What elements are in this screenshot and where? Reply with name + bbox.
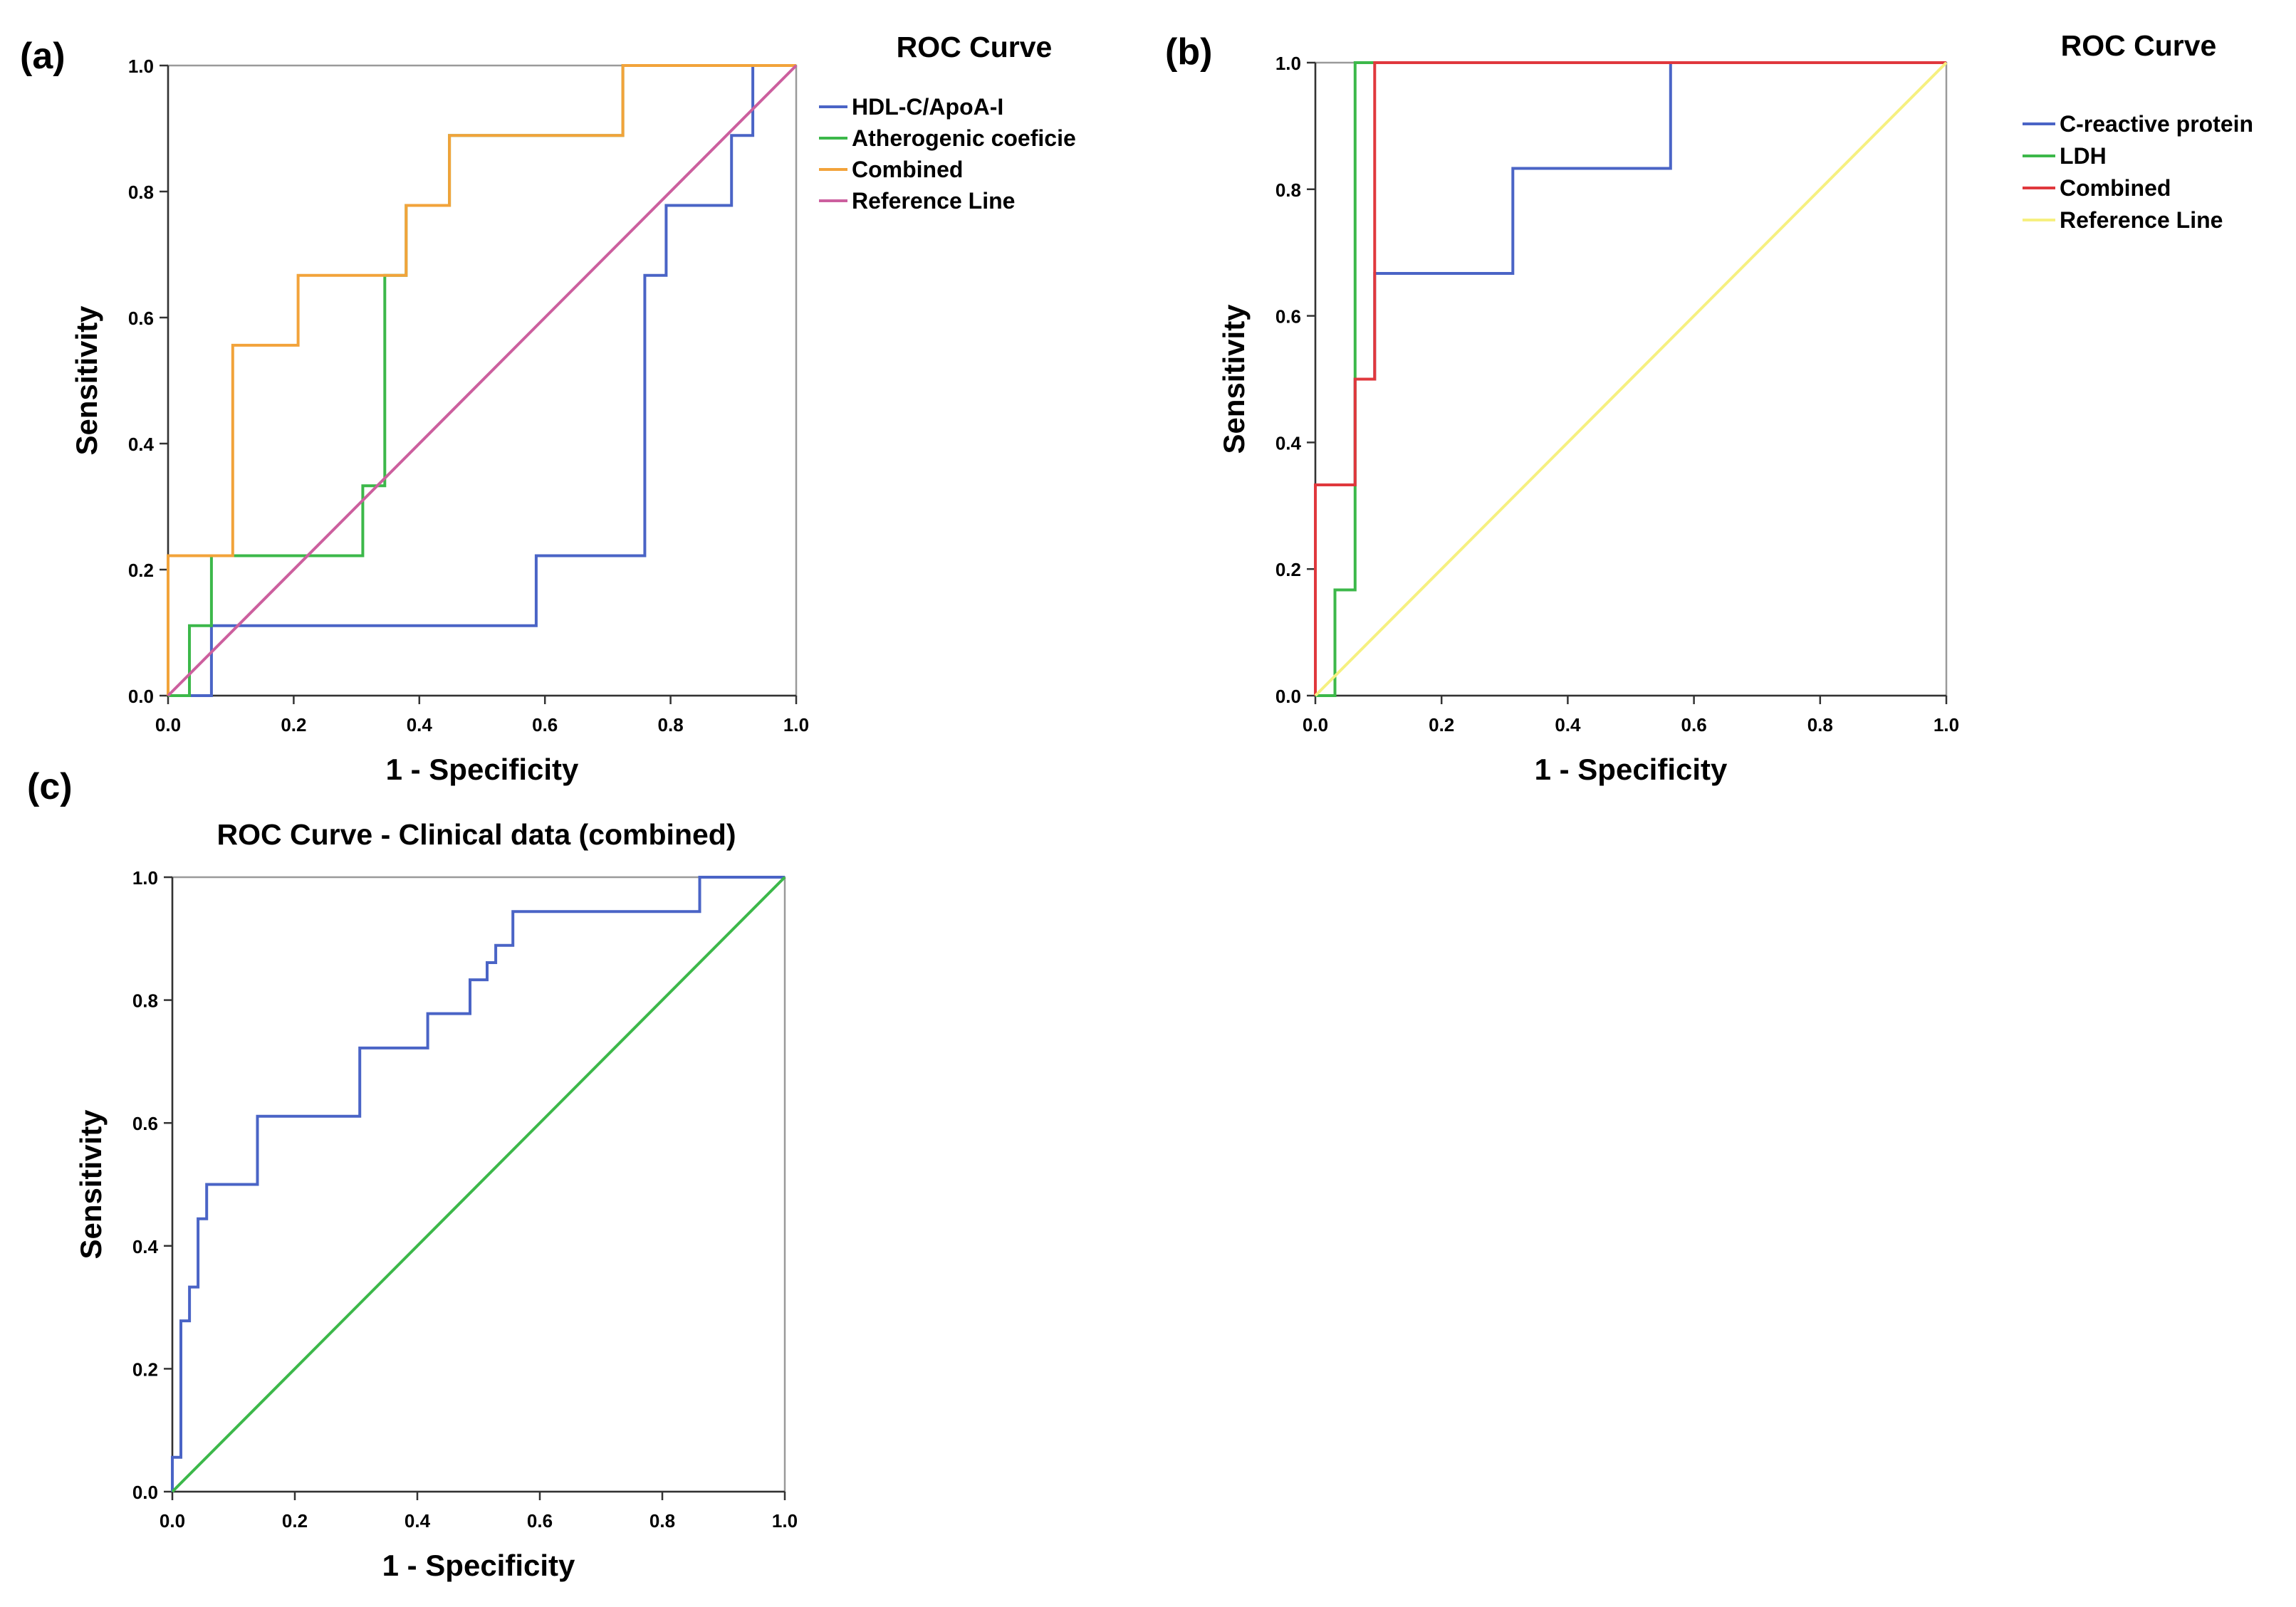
x-tick-label: 0.0 bbox=[1303, 714, 1328, 736]
y-tick-label: 0.2 bbox=[1275, 559, 1301, 580]
legend-label: C-reactive protein bbox=[2060, 111, 2253, 137]
series-line-reference-line bbox=[171, 876, 786, 1493]
legend-label: Atherogenic coeficie bbox=[852, 125, 1076, 151]
series-line-clinical-data-combined bbox=[171, 876, 785, 1492]
series-line-combined bbox=[167, 64, 796, 696]
y-tick-label: 0.2 bbox=[132, 1359, 158, 1380]
y-axis-title: Sensitivity bbox=[70, 305, 103, 456]
series-line-combined bbox=[1314, 61, 1946, 696]
x-tick-label: 0.8 bbox=[649, 1510, 675, 1532]
x-tick-label: 0.8 bbox=[658, 714, 684, 736]
x-tick-label: 1.0 bbox=[783, 714, 809, 736]
y-tick-label: 0.4 bbox=[132, 1236, 159, 1257]
legend: C-reactive protein LDH Combined Reference L… bbox=[2023, 111, 2253, 233]
y-axis-title: Sensitivity bbox=[74, 1109, 108, 1260]
y-tick-label: 0.0 bbox=[1275, 686, 1301, 707]
y-tick-label: 0.4 bbox=[128, 434, 155, 455]
x-tick-label: 0.2 bbox=[1429, 714, 1454, 736]
x-tick-label: 0.8 bbox=[1807, 714, 1833, 736]
y-tick-label: 1.0 bbox=[128, 56, 154, 77]
panel-label: (a) bbox=[20, 36, 66, 77]
y-tick-label: 1.0 bbox=[132, 867, 158, 889]
x-axis-title: 1 - Specificity bbox=[1535, 753, 1728, 786]
y-tick-label: 0.4 bbox=[1275, 432, 1302, 454]
series-line-reference-line bbox=[1314, 61, 1948, 697]
legend-label: Combined bbox=[852, 157, 963, 182]
series-line-reference-line bbox=[167, 64, 798, 697]
y-tick-label: 0.0 bbox=[128, 686, 154, 707]
x-tick-label: 0.2 bbox=[282, 1510, 308, 1532]
legend-label: LDH bbox=[2060, 143, 2107, 169]
x-tick-label: 0.4 bbox=[405, 1510, 431, 1532]
chart-title: ROC Curve - Clinical data (combined) bbox=[217, 818, 736, 851]
y-tick-label: 0.8 bbox=[128, 182, 154, 203]
y-tick-label: 0.6 bbox=[1275, 306, 1301, 328]
series-line-hdl-c-apoa-i bbox=[168, 64, 796, 697]
x-tick-label: 0.6 bbox=[532, 714, 558, 736]
y-tick-label: 0.6 bbox=[132, 1113, 158, 1134]
panel-label: (c) bbox=[27, 766, 73, 807]
x-tick-label: 1.0 bbox=[1934, 714, 1959, 736]
x-tick-label: 0.4 bbox=[407, 714, 433, 736]
x-tick-label: 0.0 bbox=[155, 714, 181, 736]
chart-title: ROC Curve bbox=[2061, 29, 2217, 62]
y-axis-title: Sensitivity bbox=[1217, 304, 1251, 454]
y-tick-label: 0.2 bbox=[128, 560, 154, 581]
x-tick-label: 1.0 bbox=[772, 1510, 798, 1532]
y-tick-label: 0.8 bbox=[1275, 179, 1301, 201]
legend: HDL-C/ApoA-I Atherogenic coeficie Combined… bbox=[819, 94, 1076, 214]
legend-label: Reference Line bbox=[852, 188, 1015, 214]
x-axis-title: 1 - Specificity bbox=[382, 1549, 575, 1582]
chart-panel-3: (c) ROC Curve - Clinical data (combined) 0… bbox=[27, 766, 798, 1582]
chart-panel-2: (b) ROC Curve 0.0 0.2 0.4 0.6 0.8 1.0 0.0 0.2 0.4 0… bbox=[1165, 29, 2253, 786]
chart-title: ROC Curve bbox=[897, 31, 1053, 63]
y-tick-label: 0.6 bbox=[128, 308, 154, 329]
legend-label: HDL-C/ApoA-I bbox=[852, 94, 1003, 120]
legend-label: Reference Line bbox=[2060, 207, 2223, 233]
x-tick-label: 0.6 bbox=[527, 1510, 553, 1532]
panel-label: (b) bbox=[1165, 31, 1212, 73]
x-tick-label: 0.6 bbox=[1681, 714, 1707, 736]
x-tick-label: 0.0 bbox=[160, 1510, 185, 1532]
x-axis-title: 1 - Specificity bbox=[386, 753, 579, 786]
legend-label: Combined bbox=[2060, 175, 2171, 201]
y-tick-label: 0.8 bbox=[132, 990, 158, 1012]
y-tick-label: 0.0 bbox=[132, 1482, 158, 1503]
x-tick-label: 0.4 bbox=[1555, 714, 1581, 736]
y-tick-label: 1.0 bbox=[1275, 53, 1301, 74]
chart-panel-1: (a) ROC Curve 0.0 0.2 0.4 0.6 0.8 1.0 0.0 0.2 0.4 0… bbox=[20, 31, 1076, 786]
x-tick-label: 0.2 bbox=[281, 714, 306, 736]
